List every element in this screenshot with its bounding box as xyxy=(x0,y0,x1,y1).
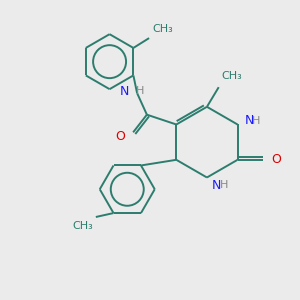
Text: CH₃: CH₃ xyxy=(72,221,93,231)
Text: O: O xyxy=(116,130,125,143)
Text: H: H xyxy=(220,180,228,190)
Text: H: H xyxy=(136,86,145,96)
Text: N: N xyxy=(212,179,221,192)
Text: O: O xyxy=(271,153,281,166)
Text: N: N xyxy=(120,85,129,98)
Text: N: N xyxy=(244,114,254,127)
Text: H: H xyxy=(252,116,261,126)
Text: CH₃: CH₃ xyxy=(152,24,173,34)
Text: CH₃: CH₃ xyxy=(222,71,242,81)
